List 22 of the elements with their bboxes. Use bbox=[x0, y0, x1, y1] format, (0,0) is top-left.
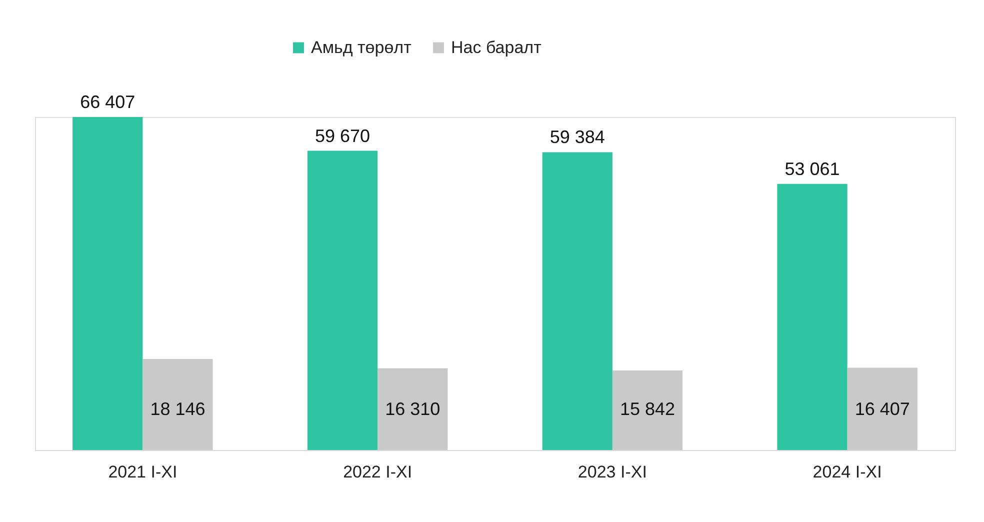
bar bbox=[307, 150, 378, 450]
x-tick-label: 2023 I-XI bbox=[578, 462, 647, 482]
data-label: 59 670 bbox=[314, 126, 370, 146]
bar bbox=[542, 152, 612, 450]
data-label: 16 407 bbox=[854, 399, 910, 419]
bar bbox=[847, 368, 918, 450]
data-label: 18 146 bbox=[150, 399, 206, 419]
x-tick-label: 2024 I-XI bbox=[812, 462, 882, 482]
x-tick-label: 2021 I-XI bbox=[108, 462, 178, 482]
bar bbox=[142, 359, 213, 450]
data-label: 53 061 bbox=[784, 158, 840, 179]
bar bbox=[777, 184, 848, 450]
data-label: 15 842 bbox=[620, 399, 676, 419]
data-label: 66 407 bbox=[80, 92, 136, 112]
bar bbox=[378, 368, 448, 450]
data-label: 59 384 bbox=[550, 127, 605, 148]
legend-label: Амьд төрөлт bbox=[311, 38, 412, 57]
x-tick-label: 2022 I-XI bbox=[343, 462, 412, 482]
legend-label: Нас баралт bbox=[451, 38, 542, 57]
bar bbox=[72, 117, 143, 450]
bar bbox=[612, 370, 683, 450]
data-label: 16 310 bbox=[385, 399, 440, 419]
